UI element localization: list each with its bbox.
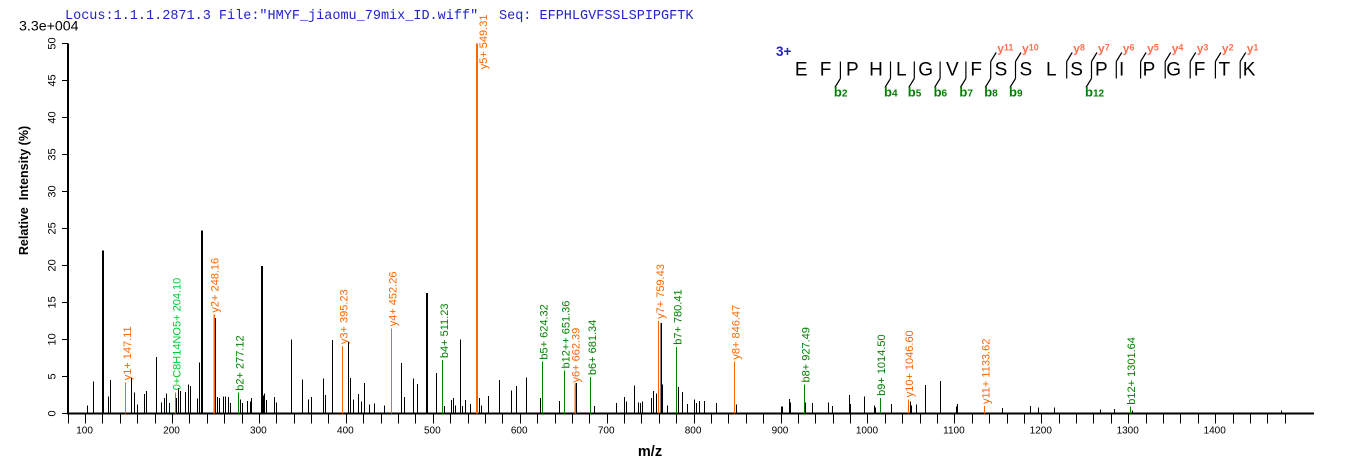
svg-text:b7: b7 (959, 85, 973, 100)
svg-text:1300: 1300 (1117, 426, 1140, 437)
svg-text:300: 300 (250, 426, 267, 437)
svg-text:b8: b8 (984, 85, 998, 100)
svg-text:100: 100 (76, 426, 93, 437)
svg-text:40: 40 (47, 111, 59, 123)
svg-text:35: 35 (47, 148, 59, 160)
svg-text:F: F (820, 60, 832, 81)
svg-text:200: 200 (163, 426, 180, 437)
svg-text:1000: 1000 (856, 426, 879, 437)
svg-text:500: 500 (424, 426, 441, 437)
svg-text:b9: b9 (1009, 85, 1023, 100)
svg-text:S: S (995, 60, 1008, 81)
svg-text:y2: y2 (1222, 42, 1234, 56)
svg-text:b8+ 927.49: b8+ 927.49 (801, 327, 813, 382)
svg-text:b9+ 1014.50: b9+ 1014.50 (876, 334, 888, 395)
svg-text:b12++ 651.36: b12++ 651.36 (560, 301, 572, 369)
svg-text:b5+ 624.32: b5+ 624.32 (538, 304, 550, 359)
svg-text:y11: y11 (997, 42, 1013, 56)
svg-text:b6: b6 (934, 85, 948, 100)
svg-text:y8+ 846.47: y8+ 846.47 (731, 305, 743, 360)
svg-text:b5: b5 (908, 85, 922, 100)
svg-text:S: S (1070, 60, 1083, 81)
svg-text:b2+ 277.12: b2+ 277.12 (235, 335, 247, 390)
svg-text:b4: b4 (884, 85, 898, 100)
svg-text:L: L (896, 60, 907, 81)
svg-text:1400: 1400 (1204, 426, 1227, 437)
svg-text:I: I (1119, 60, 1124, 81)
svg-text:P: P (846, 60, 859, 81)
svg-text:P: P (1143, 60, 1156, 81)
svg-text:0: 0 (47, 410, 59, 416)
svg-text:F: F (1194, 60, 1206, 81)
svg-text:20: 20 (47, 259, 59, 271)
svg-text:0+C8H14NO5+ 204.10: 0+C8H14NO5+ 204.10 (172, 278, 184, 391)
svg-text:H: H (869, 60, 883, 81)
svg-text:T: T (1218, 60, 1230, 81)
svg-text:45: 45 (47, 74, 59, 86)
svg-text:b12: b12 (1085, 85, 1105, 100)
svg-text:G: G (1166, 60, 1181, 81)
svg-text:15: 15 (47, 296, 59, 308)
svg-text:50: 50 (47, 37, 59, 49)
svg-text:1200: 1200 (1030, 426, 1053, 437)
svg-text:5: 5 (47, 373, 59, 379)
svg-text:b2: b2 (834, 85, 848, 100)
svg-text:m/z: m/z (638, 444, 662, 460)
svg-text:E: E (795, 60, 808, 81)
svg-text:Locus:1.1.1.2871.3 File:"HMYF_: Locus:1.1.1.2871.3 File:"HMYF_jiaomu_79m… (65, 9, 478, 24)
svg-text:y8: y8 (1073, 42, 1085, 56)
svg-text:y4+ 452.26: y4+ 452.26 (388, 272, 400, 327)
svg-text:y1+ 147.11: y1+ 147.11 (122, 326, 134, 380)
svg-text:y4: y4 (1172, 42, 1184, 56)
svg-text:700: 700 (598, 426, 615, 437)
svg-text:Seq: EFPHLGVFSSLSPIPGFTK: Seq: EFPHLGVFSSLSPIPGFTK (499, 9, 694, 24)
svg-text:y1: y1 (1247, 42, 1259, 56)
svg-text:30: 30 (47, 185, 59, 197)
svg-text:S: S (1019, 60, 1032, 81)
svg-text:L: L (1046, 60, 1057, 81)
svg-text:Relative Intensity (%): Relative Intensity (%) (17, 126, 31, 255)
svg-text:10: 10 (47, 333, 59, 345)
svg-text:b7+ 780.41: b7+ 780.41 (672, 289, 684, 344)
svg-text:b4+ 511.23: b4+ 511.23 (439, 304, 451, 359)
svg-text:25: 25 (47, 222, 59, 234)
svg-text:y10+ 1046.60: y10+ 1046.60 (904, 330, 916, 397)
svg-text:b6+ 681.34: b6+ 681.34 (587, 320, 599, 375)
svg-text:G: G (918, 60, 933, 81)
svg-text:600: 600 (511, 426, 528, 437)
svg-text:y3+ 395.23: y3+ 395.23 (338, 289, 350, 344)
svg-text:y11+ 1133.62: y11+ 1133.62 (980, 339, 992, 404)
svg-text:y3: y3 (1197, 42, 1209, 56)
svg-text:900: 900 (772, 426, 789, 437)
svg-text:400: 400 (337, 426, 354, 437)
svg-text:y5+ 549.31: y5+ 549.31 (478, 15, 490, 70)
svg-text:1100: 1100 (943, 426, 965, 437)
svg-text:3.3e+004: 3.3e+004 (19, 19, 79, 35)
svg-text:y6+ 662.39: y6+ 662.39 (571, 328, 583, 383)
svg-text:y6: y6 (1123, 42, 1135, 56)
svg-text:800: 800 (685, 426, 702, 437)
svg-text:y2+ 248.16: y2+ 248.16 (210, 258, 222, 313)
svg-text:3+: 3+ (776, 44, 792, 59)
svg-text:y10: y10 (1022, 42, 1039, 56)
svg-text:y5: y5 (1147, 42, 1159, 56)
svg-text:b12+ 1301.64: b12+ 1301.64 (1126, 337, 1138, 405)
svg-text:V: V (946, 60, 959, 81)
svg-text:P: P (1095, 60, 1108, 81)
svg-text:K: K (1243, 60, 1256, 81)
svg-text:F: F (970, 60, 982, 81)
svg-text:y7+ 759.43: y7+ 759.43 (655, 264, 667, 319)
svg-text:y7: y7 (1098, 42, 1110, 56)
